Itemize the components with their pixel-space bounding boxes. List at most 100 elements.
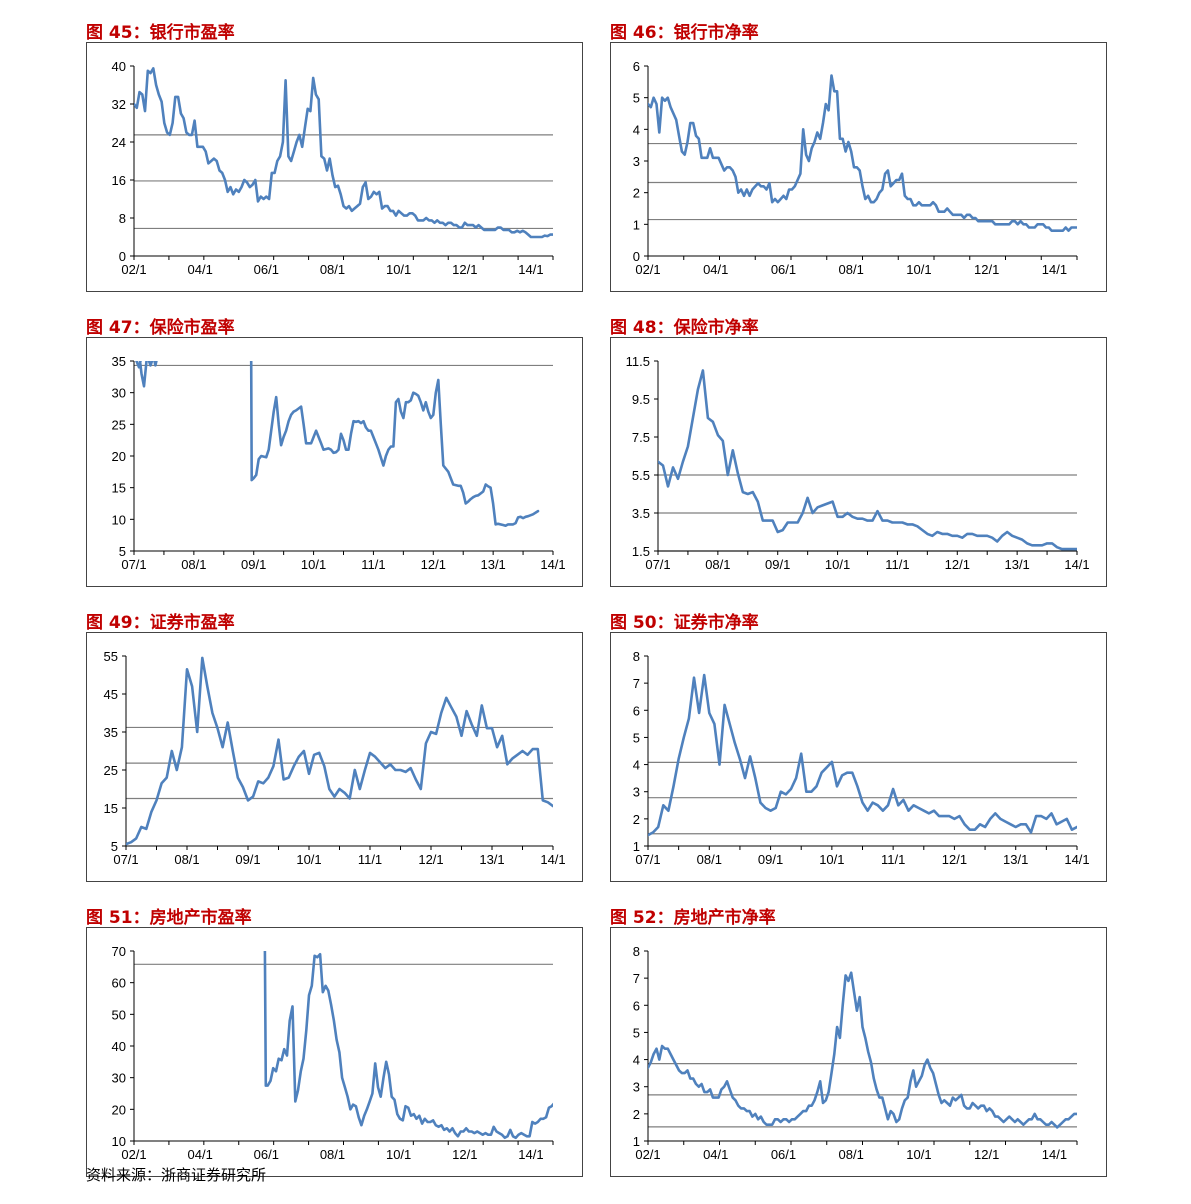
y-tick-label: 5	[633, 1025, 640, 1040]
chart-svg: 5 15 25 35 45 55 07/1 08/1 09/1 10/1 11/1 12/1 13/1 1…	[86, 632, 583, 882]
chart-title: 图 51：房地产市盈率	[86, 908, 252, 928]
y-tick-label: 2	[633, 812, 640, 827]
x-tick-label: 09/1	[241, 557, 266, 572]
y-tick-label: 10	[112, 512, 126, 527]
x-tick-label: 13/1	[480, 557, 505, 572]
x-tick-label: 08/1	[320, 262, 345, 277]
x-tick-label: 14/1	[1064, 852, 1089, 867]
chart-title: 图 50：证券市净率	[610, 613, 759, 633]
chart-svg: 1.5 3.5 5.5 7.5 9.5 11.5 07/1 08/1 09/1 10/1 11/1 1…	[610, 337, 1107, 587]
y-tick-label: 5	[119, 544, 126, 559]
x-tick-label: 02/1	[635, 262, 660, 277]
y-tick-label: 15	[104, 801, 118, 816]
x-tick-label: 10/1	[819, 852, 844, 867]
x-tick-label: 12/1	[974, 262, 999, 277]
y-tick-label: 15	[112, 481, 126, 496]
x-tick-label: 02/1	[121, 262, 146, 277]
y-tick-label: 10	[112, 1134, 126, 1149]
y-tick-label: 20	[112, 1102, 126, 1117]
series-line	[147, 361, 154, 367]
x-tick-label: 06/1	[771, 1147, 796, 1162]
chart-title: 图 49：证券市盈率	[86, 613, 235, 633]
y-tick-label: 4	[633, 758, 640, 773]
y-tick-label: 8	[119, 211, 126, 226]
y-tick-label: 16	[112, 173, 126, 188]
x-tick-label: 07/1	[645, 557, 670, 572]
x-tick-label: 10/1	[301, 557, 326, 572]
y-tick-label: 70	[112, 944, 126, 959]
y-tick-label: 32	[112, 97, 126, 112]
y-tick-label: 6	[633, 703, 640, 718]
chart-title: 图 45：银行市盈率	[86, 23, 235, 43]
x-tick-label: 10/1	[386, 262, 411, 277]
series-line	[126, 656, 553, 846]
series-line	[648, 673, 1077, 837]
chart-frame	[86, 927, 583, 1177]
chart-title: 图 52：房地产市净率	[610, 908, 776, 928]
x-tick-label: 12/1	[421, 557, 446, 572]
chart-panel-p49: 图 49：证券市盈率 5 15 25 35 45 55 07/1 08/1 09/1 10/1 11/…	[86, 608, 583, 882]
y-tick-label: 4	[633, 1053, 640, 1068]
x-tick-label: 02/1	[635, 1147, 660, 1162]
chart-svg: 5 10 15 20 25 30 35 07/1 08/1 09/1 10/1 11/1 12/1 13/…	[86, 337, 583, 587]
y-tick-label: 25	[104, 763, 118, 778]
y-tick-label: 45	[104, 687, 118, 702]
x-tick-label: 04/1	[703, 262, 728, 277]
y-tick-label: 4	[633, 122, 640, 137]
chart-frame	[86, 337, 583, 587]
y-tick-label: 3	[633, 1080, 640, 1095]
series-line	[134, 67, 553, 239]
x-tick-label: 10/1	[825, 557, 850, 572]
x-tick-label: 12/1	[942, 852, 967, 867]
y-tick-label: 6	[633, 998, 640, 1013]
series-line	[648, 971, 1077, 1129]
y-tick-label: 24	[112, 135, 126, 150]
x-tick-label: 08/1	[697, 852, 722, 867]
x-tick-label: 13/1	[1004, 557, 1029, 572]
x-tick-label: 09/1	[235, 852, 260, 867]
chart-frame	[610, 927, 1107, 1177]
y-tick-label: 6	[633, 59, 640, 74]
x-tick-label: 14/1	[540, 852, 565, 867]
x-tick-label: 14/1	[518, 1147, 543, 1162]
chart-panel-p50: 图 50：证券市净率 1 2 3 4 5 6 7 8 07/1 08/1 09/1 10/1 11/1 12…	[610, 608, 1107, 882]
x-tick-label: 10/1	[296, 852, 321, 867]
series-line	[153, 361, 158, 367]
x-tick-label: 14/1	[1042, 262, 1067, 277]
y-tick-label: 8	[633, 649, 640, 664]
y-tick-label: 1	[633, 1134, 640, 1149]
x-tick-label: 10/1	[386, 1147, 411, 1162]
chart-panel-p52: 图 52：房地产市净率 1 2 3 4 5 6 7 8 02/1 04/1 06/1 08/1 10/1 1…	[610, 903, 1107, 1177]
y-tick-label: 1.5	[632, 544, 650, 559]
x-tick-label: 07/1	[121, 557, 146, 572]
y-tick-label: 2	[633, 186, 640, 201]
chart-panel-p45: 图 45：银行市盈率 0 8 16 24 32 40 02/1 04/1 06/1 08/1 10/1…	[86, 18, 583, 292]
x-tick-label: 08/1	[174, 852, 199, 867]
x-tick-label: 06/1	[254, 1147, 279, 1162]
x-tick-label: 09/1	[758, 852, 783, 867]
y-tick-label: 25	[112, 417, 126, 432]
y-tick-label: 7	[633, 971, 640, 986]
chart-svg: 1 2 3 4 5 6 7 8 07/1 08/1 09/1 10/1 11/1 12/1 13/1 14/1	[610, 632, 1107, 882]
x-tick-label: 08/1	[705, 557, 730, 572]
x-tick-label: 13/1	[1003, 852, 1028, 867]
y-tick-label: 1	[633, 217, 640, 232]
x-tick-label: 12/1	[974, 1147, 999, 1162]
y-tick-label: 5	[633, 91, 640, 106]
chart-frame	[86, 42, 583, 292]
x-tick-label: 09/1	[765, 557, 790, 572]
series-line	[648, 74, 1077, 232]
x-tick-label: 08/1	[320, 1147, 345, 1162]
x-tick-label: 08/1	[839, 262, 864, 277]
x-tick-label: 12/1	[418, 852, 443, 867]
y-tick-label: 3.5	[632, 506, 650, 521]
y-tick-label: 40	[112, 59, 126, 74]
y-tick-label: 55	[104, 649, 118, 664]
y-tick-label: 60	[112, 976, 126, 991]
x-tick-label: 08/1	[181, 557, 206, 572]
x-tick-label: 14/1	[518, 262, 543, 277]
chart-title: 图 46：银行市净率	[610, 23, 759, 43]
y-tick-label: 7	[633, 676, 640, 691]
chart-frame	[610, 42, 1107, 292]
y-tick-label: 2	[633, 1107, 640, 1122]
